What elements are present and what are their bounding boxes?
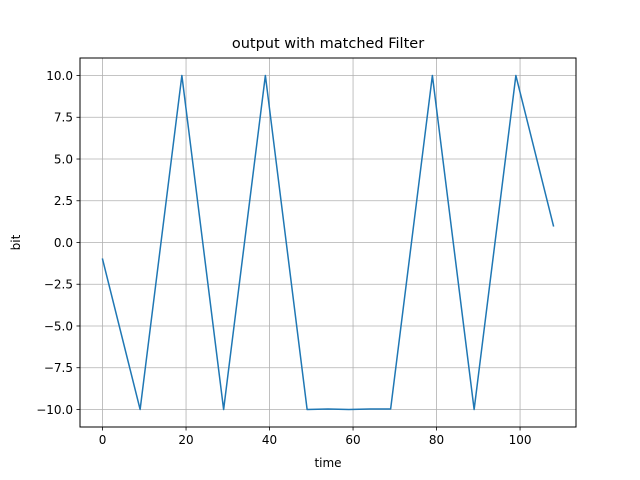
x-tick-label: 100 [509, 433, 532, 447]
y-tick-label: 7.5 [54, 111, 73, 125]
grid [80, 58, 576, 427]
chart-title: output with matched Filter [232, 36, 424, 52]
series-layer [101, 74, 555, 411]
x-tick-label: 80 [429, 433, 444, 447]
y-tick-label: −5.0 [44, 319, 73, 333]
x-tick-label: 20 [178, 433, 193, 447]
x-tick-label: 60 [345, 433, 360, 447]
y-tick-label: 2.5 [54, 194, 73, 208]
y-tick-label: −7.5 [44, 361, 73, 375]
x-axis-label: time [314, 456, 341, 470]
y-tick-label: 10.0 [46, 69, 73, 83]
x-tick-label: 0 [99, 433, 107, 447]
y-tick-label: 5.0 [54, 152, 73, 166]
y-tick-label: −10.0 [36, 403, 73, 417]
x-tick-label: 40 [262, 433, 277, 447]
y-tick-label: 0.0 [54, 236, 73, 250]
series-line [101, 74, 555, 411]
ticks: 0 20 40 60 80 100 −10.0 −7.5 −5.0 −2.5 0.0 2.5 5.0 7.… [36, 69, 531, 447]
y-tick-label: −2.5 [44, 278, 73, 292]
y-axis-label: bit [9, 234, 23, 250]
